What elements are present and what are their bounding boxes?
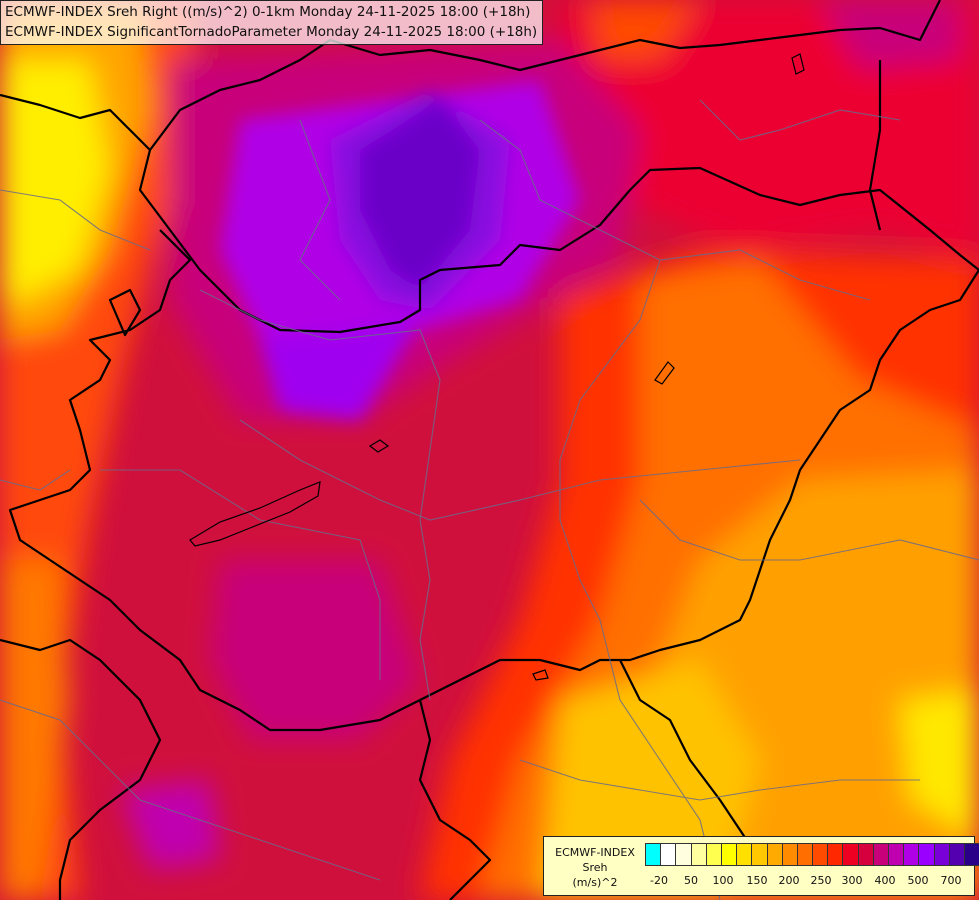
field-ne-magenta xyxy=(820,0,960,70)
river-tisza xyxy=(559,259,661,621)
line-e xyxy=(299,119,341,301)
legend-title-line1: ECMWF-INDEX xyxy=(555,846,635,859)
lake-south xyxy=(532,669,549,681)
legend-swatch xyxy=(872,843,889,866)
border-south xyxy=(418,699,492,900)
legend-tick-label: -20 xyxy=(650,874,668,887)
legend-tick-label: 150 xyxy=(746,874,768,887)
legend-swatch xyxy=(736,843,753,866)
river-danube xyxy=(199,289,441,701)
field-e-yellow xyxy=(900,690,979,840)
legend-title-line3: (m/s)^2 xyxy=(572,876,618,889)
border-ne xyxy=(868,60,882,231)
legend-tick-label: 700 xyxy=(940,874,962,887)
legend-swatch xyxy=(842,843,859,866)
legend-swatch xyxy=(948,843,965,866)
line-j xyxy=(0,469,71,491)
legend-swatch xyxy=(933,843,950,866)
legend-swatch xyxy=(812,843,829,866)
color-legend: ECMWF-INDEX Sreh (m/s)^2 -20 50 100 150 200 2… xyxy=(543,836,979,896)
line-d xyxy=(479,119,871,301)
legend-swatch xyxy=(720,843,738,866)
field-deep-purple xyxy=(360,100,480,290)
legend-tick-label: 250 xyxy=(810,874,832,887)
regional-lines xyxy=(0,99,979,900)
border-sw xyxy=(0,638,162,900)
field-sw-magenta xyxy=(120,780,220,870)
lakes xyxy=(189,53,805,681)
legend-tick-label: 400 xyxy=(874,874,896,887)
legend-swatch xyxy=(766,843,783,866)
line-f xyxy=(639,499,979,561)
legend-swatch xyxy=(705,843,722,866)
legend-tick-label: 200 xyxy=(778,874,800,887)
line-a xyxy=(239,419,801,521)
legend-swatch xyxy=(918,843,935,866)
lake-ne xyxy=(791,53,805,75)
legend-swatch xyxy=(903,843,920,866)
border-north-upper xyxy=(149,0,941,151)
line-h xyxy=(0,699,381,881)
border-west xyxy=(8,229,192,561)
line-b xyxy=(100,469,381,680)
lake-velence xyxy=(368,439,390,453)
border-north xyxy=(0,93,979,334)
field-south-magenta xyxy=(210,560,420,740)
legend-title: ECMWF-INDEX Sreh (m/s)^2 xyxy=(548,845,642,890)
border-lake-west xyxy=(108,288,142,337)
line-k xyxy=(519,759,920,801)
legend-tick-label: 300 xyxy=(841,874,863,887)
legend-swatches xyxy=(645,843,979,866)
border-south-east xyxy=(619,659,761,861)
legend-swatch xyxy=(781,843,798,866)
lake-east xyxy=(654,361,675,385)
line-i xyxy=(699,99,901,141)
legend-swatch xyxy=(751,843,768,866)
legend-swatch xyxy=(645,843,662,866)
lake-balaton xyxy=(189,481,321,547)
legend-swatch xyxy=(660,843,677,866)
legend-tick-label: 50 xyxy=(684,874,698,887)
legend-swatch xyxy=(827,843,844,866)
field-violet-tail xyxy=(260,320,420,420)
legend-swatch xyxy=(675,843,692,866)
legend-tick-label: 500 xyxy=(907,874,929,887)
legend-swatch xyxy=(796,843,814,866)
legend-swatch xyxy=(857,843,874,866)
legend-ticks: -20 50 100 150 200 250 300 400 500 700 xyxy=(645,874,975,890)
border-east xyxy=(49,269,979,732)
legend-tick-label: 100 xyxy=(712,874,734,887)
legend-title-line2: Sreh xyxy=(582,861,608,874)
legend-swatch xyxy=(963,843,979,866)
title-line-stp: ECMWF-INDEX SignificantTornadoParameter … xyxy=(5,24,538,40)
legend-swatch xyxy=(690,843,707,866)
title-line-sreh: ECMWF-INDEX Sreh Right ((m/s)^2) 0-1km M… xyxy=(5,4,531,20)
legend-swatch xyxy=(888,843,905,866)
line-c xyxy=(0,189,151,251)
field-core xyxy=(220,80,580,420)
map-title-box: ECMWF-INDEX Sreh Right ((m/s)^2) 0-1km M… xyxy=(0,0,544,45)
field-west-bright xyxy=(0,60,110,300)
